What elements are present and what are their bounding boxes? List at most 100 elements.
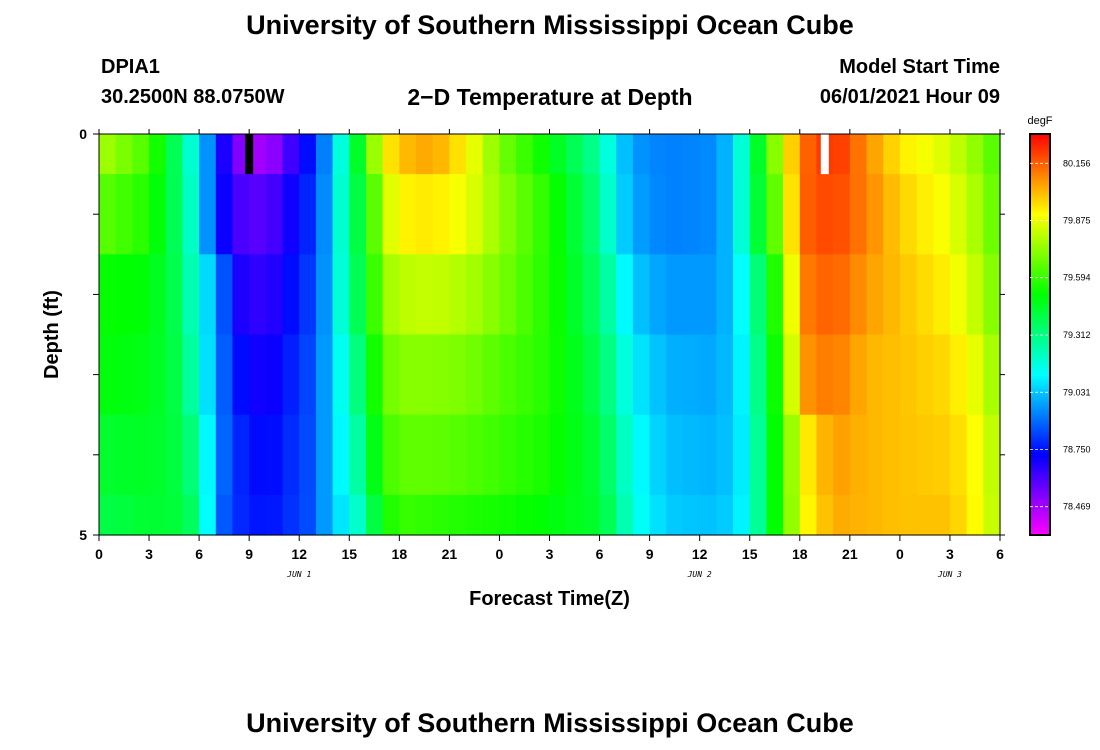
- heatmap-cell: [399, 334, 417, 416]
- heatmap-cell: [682, 494, 701, 536]
- heatmap-cell: [582, 254, 601, 336]
- y-tick-label: 0: [79, 126, 87, 142]
- heatmap-cell: [449, 414, 467, 496]
- heatmap-cell: [699, 414, 717, 496]
- heatmap-cell: [799, 134, 818, 175]
- heatmap-cell: [682, 134, 701, 175]
- heatmap-cell: [482, 494, 501, 536]
- heatmap-cell: [516, 174, 534, 255]
- heatmap-cell: [315, 134, 334, 175]
- heatmap-cell: [966, 134, 984, 175]
- heatmap-cell: [883, 134, 901, 175]
- heatmap-cell: [349, 174, 367, 255]
- heatmap-cell: [866, 414, 884, 496]
- heatmap-cell: [299, 174, 317, 255]
- heatmap-cell: [649, 414, 667, 496]
- heatmap-cell: [232, 174, 250, 255]
- heatmap-cell: [883, 174, 901, 255]
- heatmap-cell: [933, 334, 951, 416]
- heatmap-cell: [649, 494, 667, 536]
- heatmap-cell: [749, 414, 768, 496]
- plot-title: 2−D Temperature at Depth: [407, 84, 693, 110]
- heatmap-cell: [682, 414, 701, 496]
- heatmap-cell: [833, 134, 851, 175]
- heatmap-cell: [582, 494, 601, 536]
- heatmap-cell: [165, 334, 184, 416]
- date-label: JUN 1: [286, 570, 311, 579]
- heatmap-cell: [716, 494, 734, 536]
- heatmap-cell: [516, 494, 534, 536]
- heatmap-cell: [949, 174, 968, 255]
- heatmap-cell: [666, 494, 684, 536]
- heatmap-cell: [499, 254, 517, 336]
- heatmap-cell: [132, 174, 150, 255]
- heatmap-cell: [749, 494, 768, 536]
- heatmap-cell: [766, 414, 784, 496]
- heatmap-cell: [916, 254, 934, 336]
- heatmap-cell: [983, 334, 1001, 416]
- heatmap-cell: [265, 414, 284, 496]
- heatmap-cell: [432, 174, 450, 255]
- heatmap-cell: [616, 254, 634, 336]
- heatmap-cell: [833, 414, 851, 496]
- heatmap-cell: [949, 494, 968, 536]
- colorbar-label: 78.750: [1063, 445, 1091, 455]
- x-axis-label: Forecast Time(Z): [469, 588, 630, 610]
- heatmap-cell: [466, 254, 484, 336]
- heatmap-cell: [232, 414, 250, 496]
- heatmap-cell: [365, 134, 384, 175]
- heatmap-cell: [149, 254, 167, 336]
- x-tick-label: 0: [496, 546, 504, 562]
- heatmap-cell: [716, 134, 734, 175]
- time-markers: [245, 134, 829, 175]
- colorbar: degF 80.156 79.875 79.594 79.312 79.031 78.75…: [1027, 115, 1091, 536]
- x-tick-labels: 0 3 6 9 12 15 18 21 0 3 6 9 12 15 18 21 0 3 6: [95, 546, 1004, 562]
- heatmap-cell: [566, 254, 584, 336]
- heatmap-cell: [416, 494, 434, 536]
- heatmap-cell: [699, 134, 717, 175]
- heatmap-cell: [766, 334, 784, 416]
- x-tick-label: 3: [145, 546, 153, 562]
- heatmap-cell: [449, 334, 467, 416]
- heatmap-cell: [382, 134, 400, 175]
- heatmap-cell: [299, 334, 317, 416]
- heatmap-cell: [733, 174, 751, 255]
- heatmap-cell: [716, 174, 734, 255]
- heatmap-cell: [382, 174, 400, 255]
- heatmap-cell: [949, 414, 968, 496]
- heatmap-cell: [349, 414, 367, 496]
- heatmap-cell: [966, 334, 984, 416]
- heatmap-cell: [315, 254, 334, 336]
- x-tick-label: 3: [946, 546, 954, 562]
- heatmap-cell: [549, 414, 567, 496]
- time-marker: [245, 134, 254, 175]
- heatmap-cell: [849, 414, 868, 496]
- heatmap-cell: [599, 174, 617, 255]
- heatmap-cell: [249, 134, 267, 175]
- heatmap-cell: [866, 134, 884, 175]
- heatmap-cell: [716, 414, 734, 496]
- heatmap-cell: [866, 254, 884, 336]
- heatmap-cell: [315, 494, 334, 536]
- x-tick-label: 15: [341, 546, 357, 562]
- heatmap-cell: [265, 494, 284, 536]
- x-tick-label: 3: [546, 546, 554, 562]
- heatmap-cell: [232, 334, 250, 416]
- heatmap-cell: [399, 414, 417, 496]
- heatmap-cell: [582, 334, 601, 416]
- time-marker: [820, 134, 829, 175]
- main-title: University of Southern Mississippi Ocean…: [246, 10, 854, 40]
- heatmap-cell: [799, 174, 818, 255]
- heatmap-cell: [449, 134, 467, 175]
- x-tick-label: 12: [291, 546, 307, 562]
- heatmap-cell: [516, 414, 534, 496]
- heatmap-cell: [666, 174, 684, 255]
- heatmap-cell: [749, 134, 768, 175]
- heatmap-cell: [282, 414, 300, 496]
- heatmap-cell: [549, 494, 567, 536]
- heatmap-cell: [265, 174, 284, 255]
- heatmap-cell: [649, 174, 667, 255]
- heatmap-cell: [466, 174, 484, 255]
- heatmap-cell: [549, 254, 567, 336]
- heatmap-cell: [416, 414, 434, 496]
